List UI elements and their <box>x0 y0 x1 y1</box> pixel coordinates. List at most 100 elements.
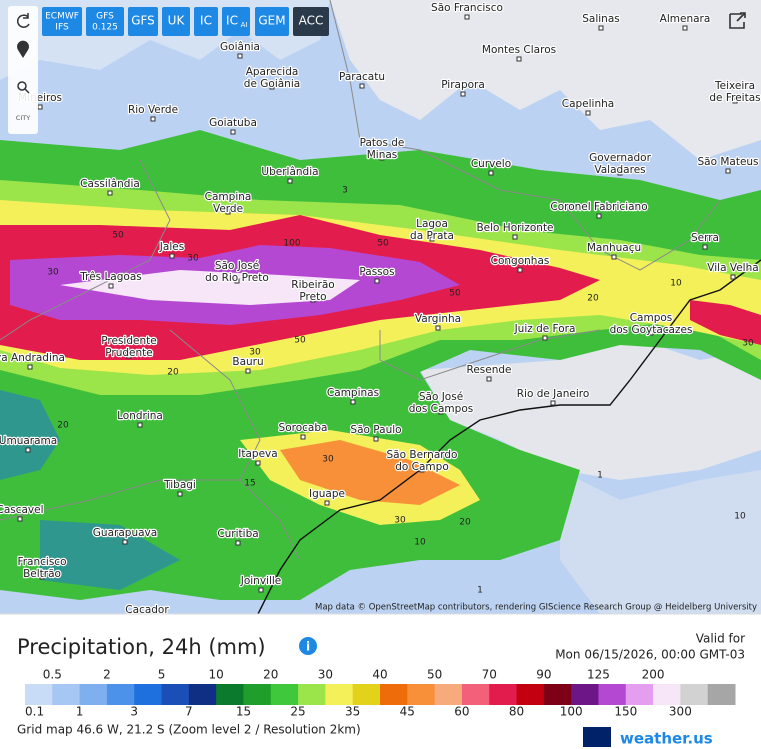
city-label: dos Goytacazes <box>610 324 693 336</box>
city-dot <box>150 116 156 122</box>
city-dot <box>517 267 523 273</box>
city-label: Uberlândia <box>261 166 318 178</box>
contour-label: 30 <box>742 339 754 349</box>
city-dot <box>269 84 275 90</box>
city-dot <box>542 335 548 341</box>
city-dot <box>682 25 688 31</box>
city-dot <box>435 325 441 331</box>
legend-swatch <box>106 684 135 705</box>
city-dot <box>585 110 591 116</box>
legend-swatch <box>352 684 381 705</box>
city-label: Salinas <box>582 13 620 25</box>
city-label: Teixeira <box>714 80 755 92</box>
city-label: Governador <box>589 152 652 164</box>
model-button[interactable] <box>255 7 289 36</box>
city-label: Patos de <box>360 137 405 149</box>
legend-swatch <box>516 684 545 705</box>
model-button[interactable] <box>293 7 329 36</box>
legend-label: 15 <box>236 705 251 719</box>
model-button[interactable] <box>128 7 158 36</box>
city-dot <box>310 297 316 303</box>
city-dot <box>350 399 356 405</box>
city-label: Campos <box>630 312 673 324</box>
city-label: Tibagi <box>163 479 196 491</box>
legend-swatch <box>216 684 244 705</box>
city-label: Três Lagoas <box>79 271 142 283</box>
contour-label: 30 <box>249 348 261 358</box>
city-dot <box>245 368 251 374</box>
legend-label: 35 <box>345 705 360 719</box>
legend-swatch <box>571 684 599 705</box>
legend-swatch <box>598 684 627 705</box>
model-button[interactable] <box>222 7 250 36</box>
city-label: Almenara <box>660 13 711 25</box>
city-label: Paracatu <box>339 71 385 83</box>
refresh-icon[interactable] <box>16 13 30 28</box>
city-dot <box>611 254 617 260</box>
city-dot <box>145 617 149 621</box>
model-button[interactable] <box>162 7 190 36</box>
city-dot <box>137 422 143 428</box>
model-sublabel: AI <box>241 21 248 29</box>
share-icon[interactable] <box>729 12 746 29</box>
legend-label: 0.1 <box>25 705 44 719</box>
city-label: do Campo <box>395 461 449 473</box>
city-toggle[interactable]: CITY <box>16 114 30 122</box>
model-label: GFS <box>96 12 114 22</box>
city-dot <box>230 129 236 135</box>
legend-label: 5 <box>158 668 166 682</box>
city-label: Cascavel <box>0 504 44 516</box>
model-button[interactable] <box>194 7 218 36</box>
city-dot <box>37 104 43 110</box>
logo[interactable]: weather.us <box>620 730 713 748</box>
legend: 0.10.51235710152025303540455060708090100… <box>25 668 736 719</box>
city-dot <box>596 213 602 219</box>
legend-swatch <box>653 684 681 705</box>
contour-label: 1 <box>597 471 603 481</box>
legend-label: 80 <box>509 705 524 719</box>
city-label: Vila Velha <box>707 262 758 274</box>
city-label: Aparecida <box>246 66 299 78</box>
city-dot <box>107 190 113 196</box>
city-label: Goiatuba <box>209 117 257 129</box>
city-label: Campinas <box>327 387 379 399</box>
info-icon[interactable] <box>299 637 317 655</box>
city-dot <box>702 244 708 250</box>
model-button[interactable] <box>86 7 124 36</box>
legend-label: 125 <box>587 668 610 682</box>
zoom-icon[interactable] <box>17 81 27 91</box>
legend-swatch <box>25 684 53 705</box>
legend-swatch <box>325 684 354 705</box>
location-icon[interactable] <box>17 40 29 58</box>
model-button[interactable] <box>42 7 82 36</box>
legend-label: 2 <box>103 668 111 682</box>
legend-label: 60 <box>454 705 469 719</box>
city-dot <box>25 447 31 453</box>
legend-swatch <box>298 684 326 705</box>
city-label: Curitiba <box>217 528 258 540</box>
city-dot <box>648 330 654 336</box>
city-label: Londrina <box>117 410 163 422</box>
city-label: Iguape <box>309 488 345 500</box>
city-label: São Francisco <box>431 2 503 14</box>
city-label: Verde <box>213 203 243 215</box>
city-label: Montes Claros <box>482 44 556 56</box>
city-label: Cacador <box>125 604 169 616</box>
city-dot <box>258 587 264 593</box>
model-label: ACC <box>299 14 324 28</box>
legend-label: 40 <box>372 668 387 682</box>
city-label: Capelinha <box>562 98 614 110</box>
city-label: Rio de Janeiro <box>517 388 590 400</box>
city-dot <box>516 56 522 62</box>
legend-label: 90 <box>536 668 551 682</box>
city-dot <box>234 278 240 284</box>
legend-swatch <box>543 684 572 705</box>
city-dot <box>379 155 385 161</box>
contour-label: 20 <box>57 421 69 431</box>
model-label: UK <box>168 14 186 28</box>
city-dot <box>730 274 736 280</box>
contour-label: 50 <box>449 289 461 299</box>
legend-label: 70 <box>482 668 497 682</box>
